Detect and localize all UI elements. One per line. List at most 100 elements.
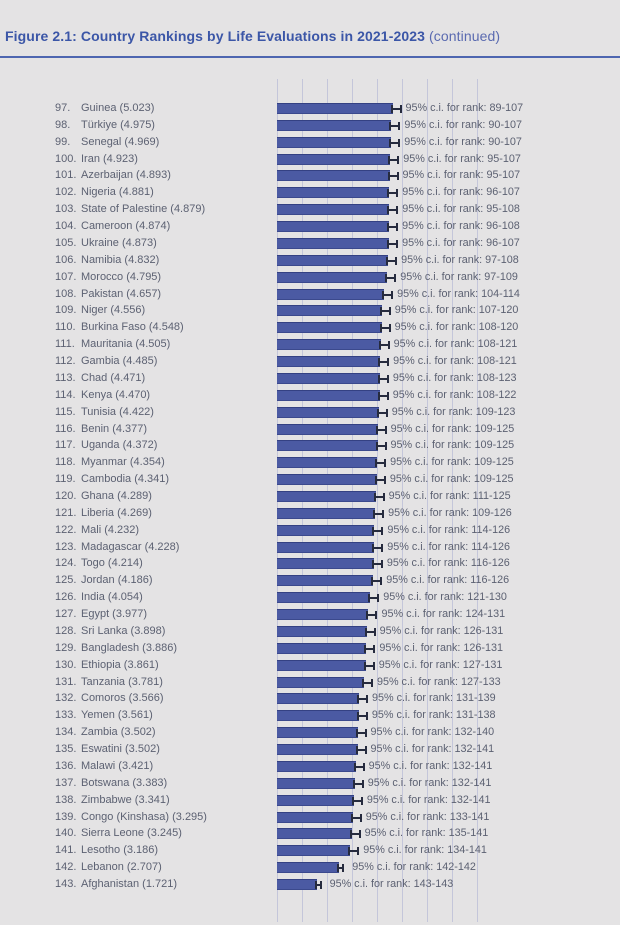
row-rank: 114. [55,388,76,401]
chart-row: 106. Namibia (4.832) 95% c.i. for rank: 9… [0,252,620,269]
ci-label: 95% c.i. for rank: 108-120 [394,321,519,334]
row-rank: 127. [55,608,77,621]
chart-row: 131. Tanzania (3.781) 95% c.i. for rank: … [0,674,620,691]
row-label: 112. Gambia (4.485) [55,353,157,370]
row-country-score: India (4.054) [81,591,143,604]
bar [277,609,369,621]
row-label: 120. Ghana (4.289) [55,488,152,505]
row-rank: 97. [55,102,71,114]
error-bar-icon [348,847,360,856]
bar [277,423,378,435]
ci-label: 95% c.i. for rank: 107-120 [394,304,519,317]
bar [277,541,375,553]
ci-label: 95% c.i. for rank: 133-141 [365,810,490,823]
chart-row: 118. Myanmar (4.354) 95% c.i. for rank: 1… [0,454,620,471]
error-bar-icon [376,408,388,417]
ci-label: 95% c.i. for rank: 134-141 [363,844,487,857]
ci-label: 95% c.i. for rank: 114-126 [387,540,511,553]
row-label: 141. Lesotho (3.186) [55,842,158,859]
bar [277,642,367,654]
row-country-score: Comoros (3.566) [81,692,164,705]
row-rank: 134. [55,726,77,739]
bar [277,457,378,469]
row-rank: 120. [55,490,77,502]
error-bar-icon [387,189,399,198]
row-country-score: Bangladesh (3.886) [81,641,178,654]
bar [277,625,367,637]
row-rank: 131. [55,675,77,688]
ci-label: 95% c.i. for rank: 108-123 [392,371,517,384]
chart-row: 137. Botswana (3.383) 95% c.i. for rank: … [0,775,620,792]
row-label: 116. Benin (4.377) [55,421,147,438]
figure-title-continued: (continued) [429,28,501,44]
error-bar-icon [364,644,376,653]
row-country-score: Türkiye (4.975) [81,118,155,131]
chart-row: 105. Ukraine (4.873) 95% c.i. for rank: 9… [0,235,620,252]
row-rank: 113. [55,371,76,384]
bar [277,828,352,840]
chart-row: 133. Yemen (3.561) 95% c.i. for rank: 131… [0,707,620,724]
ci-label: 95% c.i. for rank: 90-107 [404,135,522,148]
ci-label: 95% c.i. for rank: 109-125 [390,422,515,435]
bar [277,389,380,401]
row-country-score: Tanzania (3.781) [81,675,163,688]
chart-row: 97. Guinea (5.023) 95% c.i. for rank: 89-… [0,100,620,117]
bar [277,744,358,756]
ci-label: 95% c.i. for rank: 108-122 [392,388,517,401]
row-rank: 109. [55,304,77,317]
row-label: 139. Congo (Kinshasa) (3.295) [55,809,207,826]
row-country-score: Liberia (4.269) [81,506,152,519]
error-bar-icon [373,509,385,518]
row-country-score: Morocco (4.795) [81,270,162,283]
bar [277,760,356,772]
row-label: 126. India (4.054) [55,589,143,606]
error-bar-icon [350,813,362,822]
row-rank: 124. [55,557,77,570]
error-bar-icon [390,105,402,113]
row-label: 97. Guinea (5.023) [55,100,154,117]
error-bar-icon [371,560,383,569]
ci-label: 95% c.i. for rank: 104-114 [397,287,520,300]
row-rank: 103. [55,203,77,216]
chart-row: 114. Kenya (4.470) 95% c.i. for rank: 108… [0,387,620,404]
row-country-score: Sierra Leone (3.245) [81,827,182,840]
row-country-score: Jordan (4.186) [81,574,153,587]
row-country-score: Ghana (4.289) [81,490,152,502]
ci-label: 95% c.i. for rank: 95-108 [402,203,520,216]
ci-label: 95% c.i. for rank: 96-108 [402,220,520,233]
bar [277,254,389,266]
row-rank: 128. [55,624,77,637]
chart-row: 125. Jordan (4.186) 95% c.i. for rank: 11… [0,572,620,589]
bar [277,153,391,165]
row-country-score: Yemen (3.561) [81,709,153,722]
gridline [427,79,428,922]
chart-row: 130. Ethiopia (3.861) 95% c.i. for rank: … [0,657,620,674]
row-rank: 105. [55,236,77,249]
row-label: 104. Cameroon (4.874) [55,218,170,235]
chart-row: 119. Cambodia (4.341) 95% c.i. for rank: … [0,471,620,488]
bar [277,288,385,300]
error-bar-icon [388,155,400,164]
row-country-score: Mali (4.232) [81,523,140,536]
ci-label: 95% c.i. for rank: 108-121 [393,338,518,351]
ci-label: 95% c.i. for rank: 132-141 [368,759,493,772]
row-country-score: Congo (Kinshasa) (3.295) [81,810,207,823]
chart-row: 99. Senegal (4.969) 95% c.i. for rank: 90… [0,134,620,151]
ci-label: 95% c.i. for rank: 109-125 [390,456,514,469]
row-country-score: State of Palestine (4.879) [81,203,206,216]
row-label: 103. State of Palestine (4.879) [55,201,205,218]
row-label: 119. Cambodia (4.341) [55,471,169,488]
row-rank: 142. [55,861,77,874]
bar [277,659,366,671]
bar [277,727,358,739]
bar [277,558,374,570]
bar [277,777,355,789]
row-label: 117. Uganda (4.372) [55,437,157,454]
bar [277,710,359,722]
row-label: 114. Kenya (4.470) [55,387,150,404]
chart-row: 135. Eswatini (3.502) 95% c.i. for rank: … [0,741,620,758]
ci-label: 95% c.i. for rank: 126-131 [379,624,504,637]
ci-label: 95% c.i. for rank: 132-141 [367,776,492,789]
row-label: 109. Niger (4.556) [55,302,145,319]
bar [277,339,381,351]
